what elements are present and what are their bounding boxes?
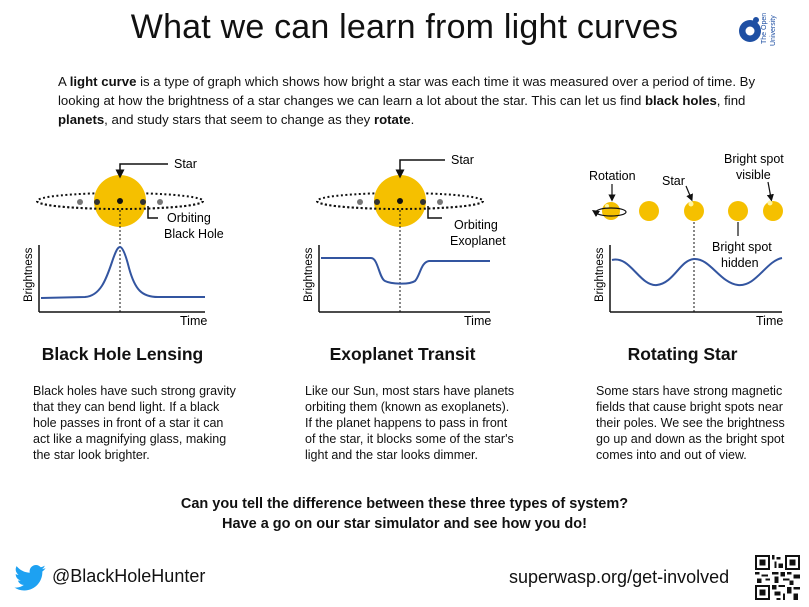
black-hole-icon	[77, 199, 83, 205]
rotating-star-icon	[602, 202, 620, 220]
intro-text: A	[58, 74, 70, 89]
bright-spot-visible-label: visible	[736, 168, 771, 182]
star-phase-icon	[639, 201, 659, 221]
exoplanet-transit-diagram: Star Orbiting Exoplanet Brightness Time	[303, 153, 506, 328]
rotating-star-diagram: Rotation Star Bright spot visible Bright…	[589, 152, 784, 328]
bright-spot-icon	[767, 200, 773, 206]
twitter-handle-link[interactable]: @BlackHoleHunter	[52, 566, 206, 586]
exoplanet-heading: Exoplanet Transit	[329, 344, 476, 364]
question-line: Have a go on our star simulator and see …	[222, 516, 587, 532]
qr-code-icon	[755, 555, 800, 600]
star-label: Star	[451, 153, 474, 167]
logo-text-1: The Open	[761, 13, 768, 44]
black-hole-lensing-diagram: Star Orbiting Black Hole Brightness Time	[23, 157, 224, 328]
x-axis-label: Time	[180, 314, 207, 328]
intro-bold-rotate: rotate	[373, 112, 411, 127]
question-line: Can you tell the difference between thes…	[180, 496, 629, 512]
intro-text: is a type of graph which shows how brigh…	[58, 74, 756, 108]
black-hole-heading: Black Hole Lensing	[41, 344, 204, 364]
star-center-dot	[117, 198, 123, 204]
y-axis-label: Brightness	[594, 247, 606, 302]
bright-spot-icon	[688, 201, 694, 207]
y-axis-label: Brightness	[23, 247, 35, 302]
rotation-label: Rotation	[589, 169, 636, 183]
light-curve	[611, 257, 783, 287]
intro-bold-light-curve: light curve	[69, 74, 137, 89]
page-title: What we can learn from light curves	[130, 8, 679, 46]
star-label: Star	[662, 174, 685, 188]
bright-spot-hidden-label: Bright spot	[712, 240, 772, 254]
bright-spot-visible-label: Bright spot	[724, 152, 784, 166]
intro-paragraph: A light curve is a type of graph which s…	[58, 72, 798, 129]
orbit-label: Black Hole	[164, 227, 224, 241]
rotating-star-heading: Rotating Star	[627, 344, 738, 364]
orbit-label: Orbiting	[167, 211, 211, 225]
star-label: Star	[174, 157, 197, 171]
light-curve	[321, 257, 490, 285]
star-center-dot	[397, 198, 403, 204]
twitter-bird-icon[interactable]	[14, 565, 46, 591]
intro-text: , and study stars that seem to change as…	[104, 112, 374, 127]
star-phase-icon	[728, 201, 748, 221]
orbit-label: Exoplanet	[450, 234, 506, 248]
black-hole-description: Black holes have such strong gravity tha…	[33, 384, 236, 462]
x-axis-label: Time	[464, 314, 491, 328]
light-curve	[40, 245, 205, 299]
x-axis-label: Time	[756, 314, 783, 328]
intro-bold-black-holes: black holes	[644, 93, 717, 108]
star-phase-icon	[684, 201, 704, 221]
call-to-action: Can you tell the difference between thes…	[0, 494, 809, 534]
rotating-star-description: Some stars have strong magnetic fields t…	[596, 384, 785, 462]
intro-bold-planets: planets	[58, 112, 105, 127]
bright-spot-hidden-label: hidden	[721, 256, 759, 270]
star-phase-icon	[763, 201, 783, 221]
intro-text: .	[410, 112, 415, 127]
y-axis-label: Brightness	[303, 247, 315, 302]
exoplanet-icon	[357, 199, 363, 205]
orbit-label: Orbiting	[454, 218, 498, 232]
website-link[interactable]: superwasp.org/get-involved	[509, 567, 730, 587]
open-university-logo: The Open University	[736, 8, 798, 58]
intro-text: , find	[716, 93, 746, 108]
exoplanet-description: Like our Sun, most stars have planets or…	[305, 384, 515, 462]
logo-text-2: University	[770, 15, 777, 46]
